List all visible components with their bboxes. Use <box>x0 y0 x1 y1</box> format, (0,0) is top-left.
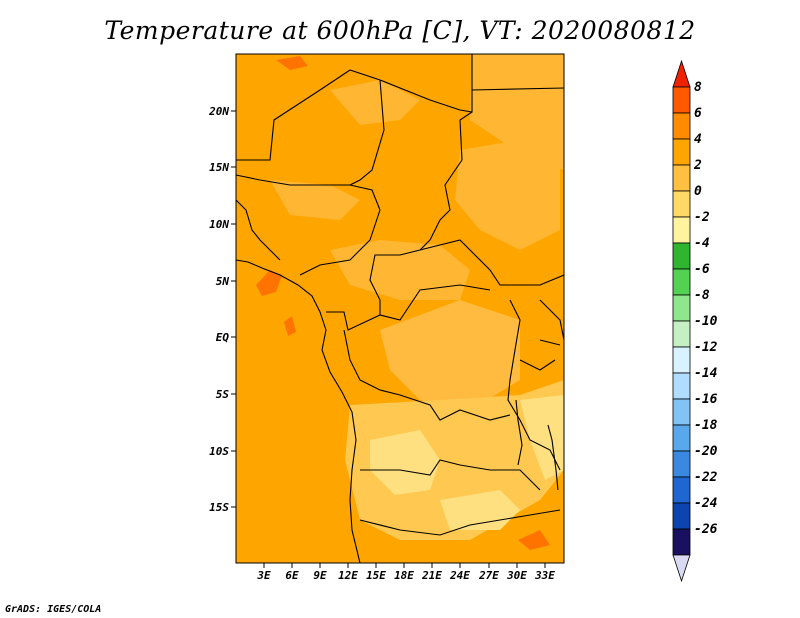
colorbar-segment <box>672 450 691 478</box>
lon-label: 24E <box>449 569 470 582</box>
lat-label: 5S <box>216 388 230 401</box>
lon-label: 27E <box>478 569 499 582</box>
field-patch-north <box>330 80 420 125</box>
colorbar-segment <box>672 320 691 348</box>
chart-title: Temperature at 600hPa [C], VT: 202008081… <box>104 16 696 45</box>
lon-label: 15E <box>366 569 386 582</box>
lon-label: 18E <box>394 569 414 582</box>
field-warm-se <box>518 530 550 550</box>
longitude-axis: 3E 6E 9E 12E 15E 18E 21E 24E 27E 30E 33E <box>256 563 555 582</box>
colorbar-label: -18 <box>694 418 718 433</box>
field-warm-ocean <box>284 316 296 336</box>
map-frame <box>235 53 565 564</box>
border-car-south <box>419 239 564 286</box>
colorbar-label: 4 <box>694 132 702 147</box>
colorbar-label: -8 <box>694 288 710 303</box>
colorbar-segment <box>672 476 691 504</box>
lake-tanganyika <box>515 399 523 466</box>
colorbar-label: -6 <box>694 262 710 277</box>
country-borders <box>236 54 564 563</box>
colorbar-label: 8 <box>694 80 702 95</box>
colorbar-segment <box>672 294 691 322</box>
colorbar-label: -16 <box>694 392 718 407</box>
lat-label: 15N <box>209 161 229 174</box>
colorbar-segment <box>672 164 691 192</box>
lon-label: 3E <box>256 569 271 582</box>
colorbar-segment <box>672 216 691 244</box>
border-angola-zambia <box>360 459 541 491</box>
colorbar-segment <box>672 398 691 426</box>
border-namibia <box>359 509 561 536</box>
border-sahara <box>236 54 473 161</box>
lat-label: 15S <box>209 501 229 514</box>
colorbar-segment <box>672 372 691 400</box>
border-egypt-sudan <box>471 87 564 91</box>
field-patch-west <box>270 180 360 220</box>
field-warm-north <box>276 56 308 70</box>
field-warm-gulf <box>256 270 282 296</box>
lat-label: 10N <box>209 218 229 231</box>
colorbar-segment <box>672 424 691 452</box>
colorbar-segment <box>672 528 691 556</box>
lake-malawi <box>547 424 559 491</box>
colorbar-label: -2 <box>694 210 710 225</box>
colorbar-segment <box>672 242 691 270</box>
colorbar-segment <box>672 268 691 296</box>
field-patch-congo <box>380 300 520 410</box>
border-nigeria <box>299 209 381 276</box>
credit-label: GrADS: IGES/COLA <box>5 604 102 615</box>
colorbar-label: 6 <box>694 106 702 121</box>
lon-label: 33E <box>534 569 555 582</box>
border-west-africa <box>236 199 281 261</box>
border-rift <box>507 299 561 471</box>
colorbar-label: 0 <box>694 184 702 199</box>
lat-label: 20N <box>208 105 229 118</box>
lon-label: 6E <box>285 569 299 582</box>
lon-label: 21E <box>421 569 442 582</box>
colorbar: 8 6 4 2 0 -2 -4 -6 -8 -10 -12 -14 -16 -18 -20 -22 -24 -26 <box>672 59 718 583</box>
colorbar-label: -10 <box>694 314 718 329</box>
coastline-west <box>236 259 361 563</box>
border-congo-north <box>326 284 491 331</box>
colorbar-label: -14 <box>694 366 718 381</box>
lon-label: 12E <box>338 569 358 582</box>
colorbar-label: -26 <box>694 522 718 537</box>
colorbar-segment <box>672 190 691 218</box>
field-pale-east <box>520 395 564 480</box>
border-east-africa <box>519 299 564 371</box>
border-chad-sudan <box>419 111 473 251</box>
colorbar-label: -4 <box>694 236 710 251</box>
lon-label: 30E <box>506 569 527 582</box>
field-patch-central <box>330 240 470 300</box>
latitude-axis: 20N 15N 10N 5N EQ 5S 10S 15S <box>208 105 236 514</box>
colorbar-label: -12 <box>694 340 718 355</box>
field-patch-ne <box>470 54 564 170</box>
colorbar-label: 2 <box>693 158 702 173</box>
lat-label: 10S <box>209 445 229 458</box>
colorbar-label: -24 <box>694 496 718 511</box>
field-pale-angola <box>370 430 440 495</box>
lon-label: 9E <box>313 569 327 582</box>
colorbar-label: -20 <box>694 444 718 459</box>
colorbar-segment <box>672 138 691 166</box>
border-car-west <box>369 249 421 315</box>
colorbar-bottom-arrow <box>672 554 691 583</box>
colorbar-segment <box>672 112 691 140</box>
colorbar-segment <box>672 86 691 114</box>
colorbar-top-arrow <box>672 59 691 88</box>
colorbar-segment <box>672 346 691 374</box>
field-patch-east <box>455 140 560 250</box>
lat-label: 5N <box>216 275 230 288</box>
border-drc-angola <box>343 329 511 421</box>
colorbar-segment <box>672 502 691 530</box>
border-niger-chad <box>349 79 385 186</box>
temperature-field <box>236 54 564 563</box>
lat-label: EQ <box>216 331 230 344</box>
border-sahel <box>236 174 381 211</box>
colorbar-label: -22 <box>694 470 718 485</box>
